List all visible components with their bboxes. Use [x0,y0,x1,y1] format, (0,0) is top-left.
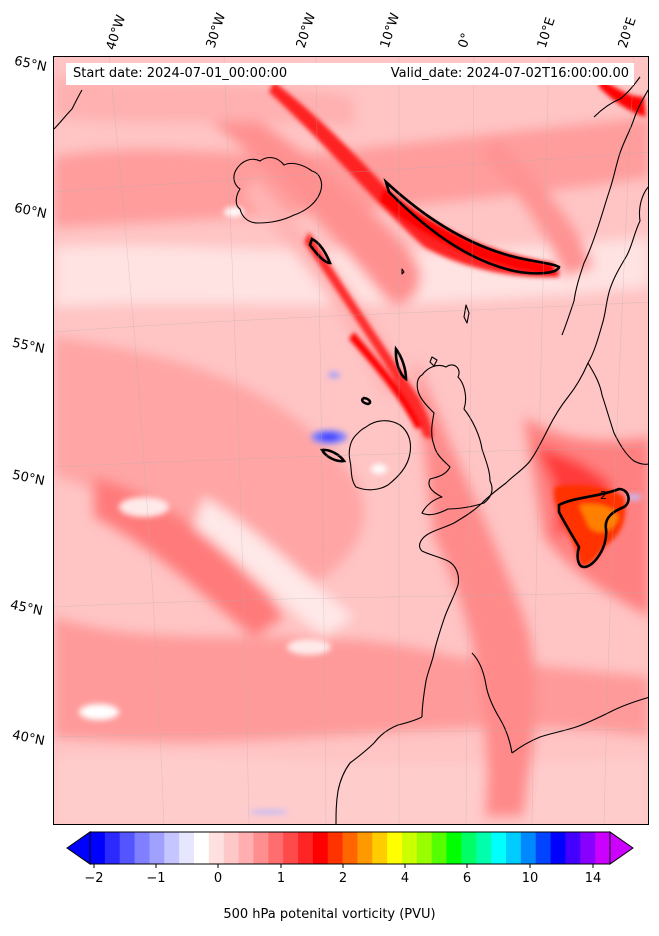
longitude-label: 20°W [293,11,320,50]
colorbar-cells [89,831,611,865]
latitude-label: 45°N [8,597,44,620]
colorbar-tick-label: 4 [400,871,410,886]
latitude-label: 50°N [10,467,46,490]
colorbar-tick-label: 6 [462,871,472,886]
pv-streamers [269,77,646,567]
colorbar-cell [595,832,611,864]
longitude-label: 0° [455,31,475,50]
start-date-label: Start date: 2024-07-01_00:00:00 [73,66,288,81]
colorbar-cell [208,832,225,864]
colorbar-max-extend [609,831,634,865]
colorbar-cell [431,832,448,864]
colorbar-cell [476,832,492,864]
colorbar-cell [312,832,329,864]
colorbar-tick-label: 10 [521,871,539,886]
map-panel: 2 [53,56,649,825]
colorbar-cell [580,832,596,864]
colorbar-cell [298,832,314,864]
colorbar-cell [565,832,581,864]
colorbar-cell [283,832,299,864]
longitude-label: 10°W [377,11,404,50]
colorbar-cell [550,832,566,864]
europe-coast [587,186,648,465]
pv-field-map: 2 [54,57,648,824]
longitude-label: 30°W [203,11,230,50]
longitude-label: 10°E [534,15,559,51]
colorbar-cell [446,832,462,864]
iceland-coast [233,156,323,224]
pv-bands [54,77,648,824]
colorbar-tick-label: 1 [276,871,286,886]
valid-date-label: Valid_date: 2024-07-02T16:00:00.00 [390,66,629,81]
latitude-label: 60°N [12,200,48,223]
colorbar-cell [416,832,433,864]
colorbar-cell [372,832,388,864]
colorbar-cell [342,832,358,864]
pv-2pvu-contours [308,177,630,569]
colorbar-cell [149,832,165,864]
colorbar-cell [268,832,284,864]
colorbar-cell [134,832,150,864]
colorbar-cell [253,832,269,864]
colorbar-tick-label: 14 [584,871,602,886]
colorbar-cell [535,832,552,864]
great-britain-coast [416,364,493,516]
colorbar-cell [491,832,507,864]
colorbar-cell [164,832,180,864]
colorbar-cell [119,832,136,864]
longitude-label: 40°W [103,13,130,52]
colorbar-cell [194,832,210,864]
colorbar-cell [238,832,254,864]
colorbar-cell [327,832,344,864]
colorbar-cell [357,832,373,864]
ireland-coast [348,420,412,491]
colorbar-ticks [93,864,594,868]
colorbar-title: 500 hPa potenital vorticity (PVU) [223,907,436,922]
colorbar-cell [461,832,477,864]
colorbar-cell [387,832,403,864]
colorbar-cell [506,832,522,864]
colorbar [66,831,634,868]
colorbar-cell [402,832,418,864]
coastlines [54,76,648,824]
colorbar-cell [104,832,121,864]
colorbar-cell [520,832,537,864]
latitude-label: 55°N [10,335,46,358]
colorbar-cell [223,832,240,864]
latitude-label: 65°N [12,53,48,76]
colorbar-tick-label: −2 [84,871,104,886]
colorbar-tick-label: −1 [146,871,166,886]
latitude-label: 40°N [10,727,46,750]
colorbar-tick-label: 0 [213,871,223,886]
longitude-label: 20°E [615,15,640,51]
colorbar-cell [179,832,195,864]
pv-negative-patches [79,207,642,814]
colorbar-min-extend [66,831,91,865]
date-info-box: Start date: 2024-07-01_00:00:00 Valid_da… [66,63,634,85]
colorbar-tick-label: 2 [338,871,348,886]
colorbar-cell [90,832,106,864]
contour-label: 2 [600,489,607,502]
